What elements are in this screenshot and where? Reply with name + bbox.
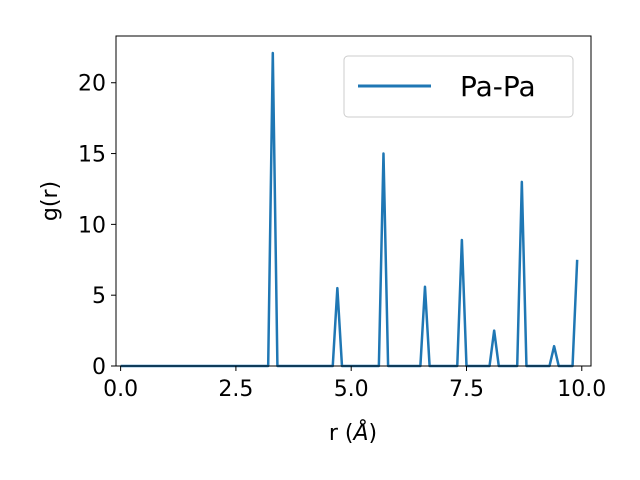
y-tick-label: 5 [92,284,106,309]
y-axis-label: g(r) [38,181,63,221]
legend: Pa-Pa [343,55,574,118]
y-tick-label: 20 [78,72,106,97]
x-tick-label: 0.0 [103,377,138,402]
x-axis-ticks: 0.0 2.5 5.0 7.5 10.0 [103,366,606,402]
x-axis-label-close: ) [369,421,378,446]
x-tick-label: 2.5 [218,377,253,402]
x-axis-label: r (Å) [329,419,377,446]
y-axis-ticks: 0 5 10 15 20 [78,72,116,380]
x-axis-label-unit: Å [351,419,368,446]
x-tick-label: 7.5 [449,377,484,402]
x-tick-label: 5.0 [334,377,369,402]
legend-box [343,55,574,118]
plot-frame [115,35,592,367]
x-tick-label: 10.0 [557,377,606,402]
x-axis-label-text: r ( [329,421,354,446]
y-tick-label: 0 [92,355,106,380]
y-tick-label: 15 [78,143,106,168]
legend-label-pa-pa: Pa-Pa [460,70,536,103]
y-tick-label: 10 [78,213,106,238]
